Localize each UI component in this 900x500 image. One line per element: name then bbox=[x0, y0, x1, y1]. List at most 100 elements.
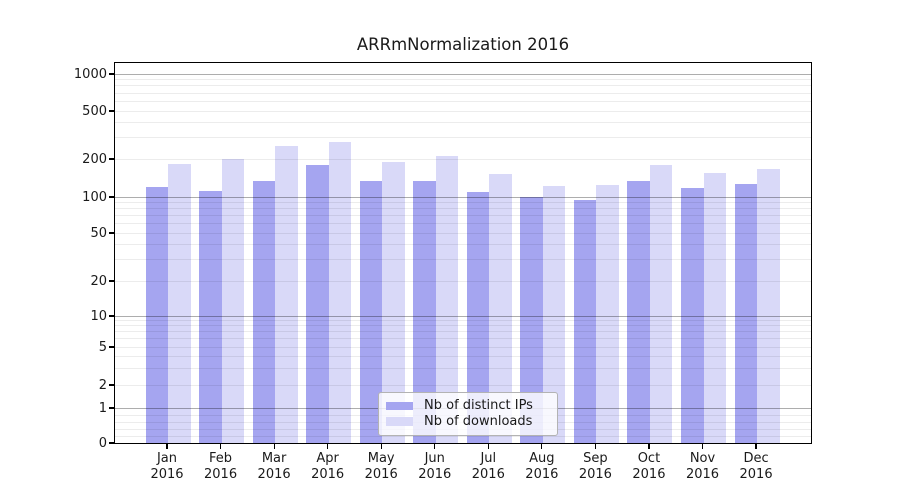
gridline-minor bbox=[115, 85, 811, 87]
legend: Nb of distinct IPs Nb of downloads bbox=[378, 392, 558, 436]
bar-ips-jan bbox=[145, 187, 168, 443]
x-tick-mark bbox=[648, 444, 650, 449]
gridline-minor bbox=[115, 435, 811, 437]
chart-title: ARRmNormalization 2016 bbox=[356, 35, 570, 54]
y-tick-label-2: 2 bbox=[98, 377, 107, 393]
x-tick-month: Oct bbox=[637, 451, 661, 466]
bar-downloads-oct bbox=[649, 165, 673, 443]
x-tick-year: 2016 bbox=[739, 467, 773, 482]
y-tick-label-20: 20 bbox=[90, 273, 107, 289]
x-tick-label-mar-2016: Mar 2016 bbox=[242, 451, 306, 483]
x-tick-mark bbox=[755, 444, 757, 449]
gridline-minor bbox=[115, 92, 811, 94]
bar-ips-feb bbox=[199, 190, 222, 443]
x-tick-mark bbox=[541, 444, 543, 449]
gridline-minor bbox=[115, 259, 811, 261]
bar-ips-apr bbox=[306, 164, 329, 443]
x-tick-label-may-2016: May 2016 bbox=[349, 451, 413, 483]
plot-area bbox=[114, 62, 812, 444]
gridline-minor bbox=[115, 137, 811, 139]
y-tick-label-500: 500 bbox=[82, 103, 107, 119]
bar-downloads-sep bbox=[596, 184, 619, 443]
gridline-minor bbox=[115, 208, 811, 210]
x-tick-year: 2016 bbox=[578, 467, 612, 482]
bar-ips-jul bbox=[466, 191, 490, 443]
x-tick-year: 2016 bbox=[204, 467, 238, 482]
bar-ips-mar bbox=[252, 180, 276, 443]
bar-ips-jun bbox=[413, 180, 436, 443]
bar-downloads-aug bbox=[542, 186, 566, 443]
bar-downloads-may bbox=[382, 161, 405, 443]
x-tick-year: 2016 bbox=[364, 467, 398, 482]
gridline-minor bbox=[115, 100, 811, 102]
x-tick-label-apr-2016: Apr 2016 bbox=[296, 451, 360, 483]
bar-ips-nov bbox=[681, 187, 704, 443]
x-tick-year: 2016 bbox=[685, 467, 720, 482]
x-tick-year: 2016 bbox=[471, 467, 505, 482]
y-tick-mark bbox=[109, 232, 114, 234]
bar-ips-dec bbox=[734, 183, 758, 443]
x-tick-mark bbox=[327, 444, 329, 449]
x-tick-year: 2016 bbox=[257, 467, 291, 482]
y-tick-label-5: 5 bbox=[98, 339, 107, 355]
bar-downloads-mar bbox=[275, 146, 298, 443]
x-tick-year: 2016 bbox=[632, 467, 666, 482]
gridline-minor bbox=[115, 331, 811, 333]
x-tick-month: Apr bbox=[316, 451, 339, 466]
bar-ips-may bbox=[359, 180, 383, 443]
gridline-minor bbox=[115, 232, 811, 234]
x-tick-year: 2016 bbox=[525, 467, 559, 482]
y-tick-label-10: 10 bbox=[90, 308, 107, 324]
gridline-minor bbox=[115, 355, 811, 357]
gridline-major bbox=[115, 73, 811, 75]
x-tick-label-aug-2016: Aug 2016 bbox=[510, 451, 574, 483]
x-tick-month: May bbox=[367, 451, 395, 466]
x-tick-mark bbox=[380, 444, 382, 449]
bar-ips-sep bbox=[573, 199, 597, 443]
x-tick-year: 2016 bbox=[418, 467, 452, 482]
x-tick-month: Aug bbox=[529, 451, 555, 466]
legend-item-1: Nb of downloads bbox=[386, 414, 549, 430]
x-tick-mark bbox=[219, 444, 222, 449]
x-tick-month: Dec bbox=[743, 451, 769, 466]
y-tick-mark bbox=[109, 442, 114, 444]
gridline-minor bbox=[115, 79, 811, 81]
legend-label: Nb of downloads bbox=[424, 413, 533, 429]
x-tick-label-jul-2016: Jul 2016 bbox=[456, 451, 520, 483]
x-tick-mark bbox=[434, 444, 436, 449]
y-tick-mark bbox=[109, 196, 114, 198]
bar-downloads-nov bbox=[703, 172, 726, 443]
gridline-major bbox=[115, 196, 811, 198]
gridline-minor bbox=[115, 201, 811, 203]
legend-swatch bbox=[386, 417, 413, 426]
y-tick-label-1000: 1000 bbox=[73, 66, 107, 82]
y-tick-mark bbox=[109, 407, 114, 409]
x-tick-month: Feb bbox=[209, 451, 233, 466]
x-tick-year: 2016 bbox=[311, 467, 345, 482]
x-tick-month: Jul bbox=[480, 451, 497, 466]
y-tick-label-100: 100 bbox=[82, 189, 107, 205]
bar-downloads-apr bbox=[328, 142, 352, 443]
gridline-minor bbox=[115, 346, 811, 348]
x-tick-year: 2016 bbox=[150, 467, 184, 482]
x-tick-mark bbox=[487, 444, 489, 449]
legend-label: Nb of distinct IPs bbox=[424, 398, 533, 414]
gridline-minor bbox=[115, 320, 811, 322]
x-tick-month: Sep bbox=[583, 451, 608, 466]
gridline-minor bbox=[115, 223, 811, 225]
y-tick-label-50: 50 bbox=[90, 225, 107, 241]
gridline-minor bbox=[115, 110, 811, 112]
gridline-minor bbox=[115, 122, 811, 124]
x-tick-mark bbox=[166, 444, 168, 449]
bar-downloads-jan bbox=[168, 163, 191, 443]
x-tick-label-nov-2016: Nov 2016 bbox=[671, 451, 735, 483]
x-tick-month: Jan bbox=[156, 451, 178, 466]
y-tick-label-200: 200 bbox=[82, 151, 107, 167]
y-tick-label-0: 0 bbox=[98, 435, 107, 451]
gridline-minor bbox=[115, 158, 811, 160]
legend-item-0: Nb of distinct IPs bbox=[386, 398, 549, 414]
y-tick-mark bbox=[109, 158, 114, 160]
x-tick-label-oct-2016: Oct 2016 bbox=[617, 451, 681, 483]
y-tick-label-1: 1 bbox=[98, 400, 107, 416]
